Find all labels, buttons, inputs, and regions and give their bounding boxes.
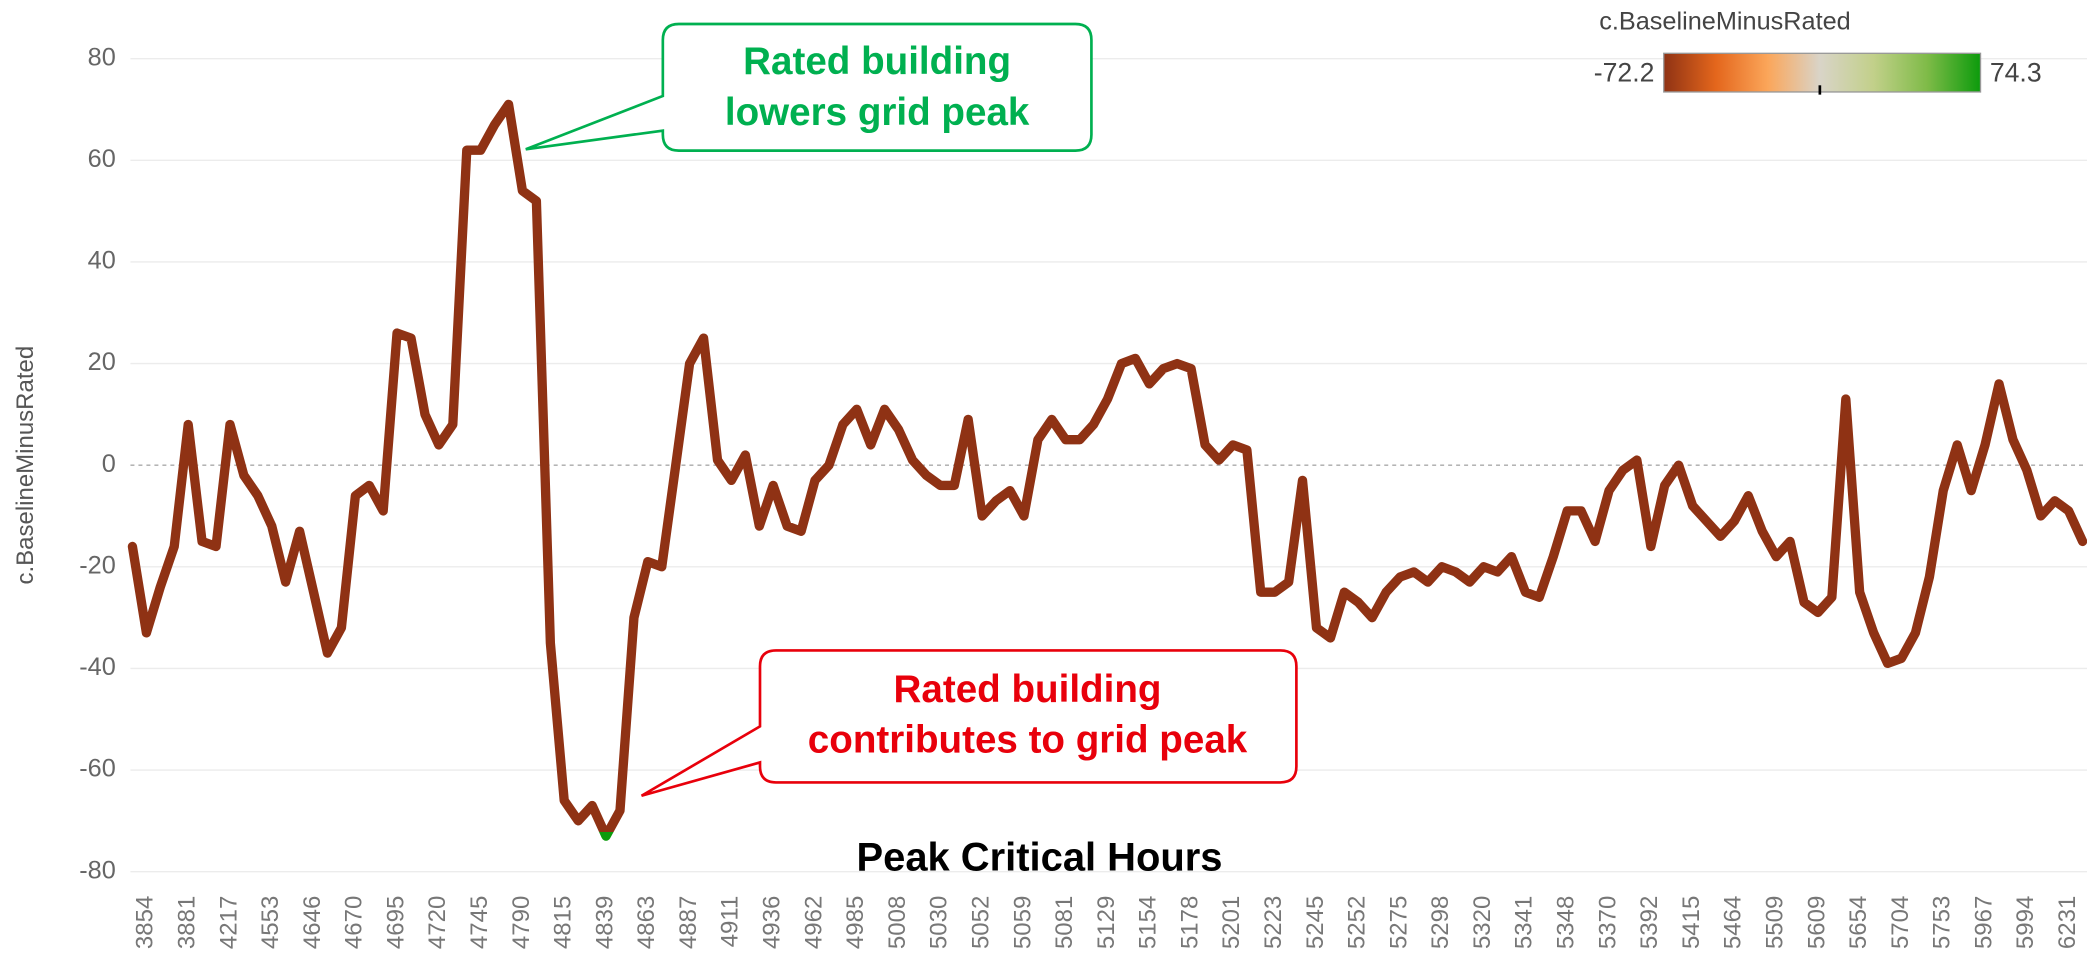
y-tick-label: 0: [102, 450, 116, 478]
x-tick-label: 5030: [926, 896, 953, 949]
x-tick-label: 6231: [2054, 896, 2081, 949]
x-tick-label: 4863: [633, 896, 660, 949]
x-tick-label: 4985: [842, 896, 869, 949]
x-tick-label: 5370: [1594, 896, 1621, 949]
annotation-text: Rated building: [894, 668, 1162, 711]
x-tick-label: 4962: [800, 896, 827, 949]
data-line: [127, 99, 2087, 841]
legend-min-label: -72.2: [1594, 58, 1655, 88]
y-tick-label: -40: [79, 653, 116, 681]
x-tick-label: 5298: [1427, 896, 1454, 949]
x-tick-label: 4720: [424, 896, 451, 949]
x-tick-label: 5509: [1761, 896, 1788, 949]
y-axis-label: c.BaselineMinusRated: [12, 346, 39, 585]
annotation-text: Rated building: [743, 40, 1011, 83]
x-tick-label: 4217: [215, 896, 242, 949]
y-tick-label: 80: [88, 43, 116, 71]
x-tick-label: 5129: [1093, 896, 1120, 949]
callout-box: [640, 649, 1298, 798]
x-tick-label: 4646: [299, 896, 326, 949]
x-tick-label: 5154: [1135, 896, 1162, 949]
x-tick-label: 5753: [1929, 896, 1956, 949]
x-tick-label: 5320: [1469, 896, 1496, 949]
y-tick-label: 40: [88, 247, 116, 275]
x-tick-label: 5008: [884, 896, 911, 949]
x-tick-label: 4911: [717, 896, 744, 948]
x-tick-label: 5201: [1218, 896, 1245, 949]
x-tick-label: 5178: [1176, 896, 1203, 949]
x-tick-label: 5245: [1302, 896, 1329, 949]
x-tick-label: 4790: [508, 896, 535, 949]
x-tick-label: 5704: [1887, 896, 1914, 949]
x-tick-label: 5464: [1720, 896, 1747, 949]
x-tick-label: 5994: [2012, 896, 2039, 949]
annotation-text: contributes to grid peak: [808, 719, 1248, 762]
x-tick-label: 5609: [1803, 896, 1830, 949]
annotation-text: lowers grid peak: [725, 91, 1030, 134]
x-tick-label: 5252: [1344, 896, 1371, 949]
x-tick-label: 3854: [132, 896, 159, 949]
x-tick-label: 5059: [1009, 896, 1036, 949]
callout-box: [525, 22, 1093, 152]
lines: [127, 99, 2087, 841]
x-tick-label: 5223: [1260, 896, 1287, 949]
y-tick-label: 20: [88, 348, 116, 376]
x-tick-label: 5967: [1970, 896, 1997, 949]
x-tick-label: 5081: [1051, 896, 1078, 949]
x-tick-label: 4839: [591, 896, 618, 949]
legend-max-label: 74.3: [1990, 58, 2042, 88]
x-tick-label: 5348: [1553, 896, 1580, 949]
x-axis-label: Peak Critical Hours: [857, 835, 1223, 879]
x-tick-label: 4815: [550, 896, 577, 949]
x-tick-label: 5654: [1845, 896, 1872, 949]
y-tick-label: -20: [79, 551, 116, 579]
x-tick-label: 4670: [341, 896, 368, 949]
legend-title: c.BaselineMinusRated: [1599, 7, 1851, 35]
x-tick-label: 5052: [967, 896, 994, 949]
x-tick-label: 4887: [675, 896, 702, 949]
x-tick-label: 4695: [382, 896, 409, 949]
y-tick-label: 60: [88, 145, 116, 173]
x-tick-label: 5275: [1385, 896, 1412, 949]
x-tick-label: 5415: [1678, 896, 1705, 949]
y-tick-label: -60: [79, 755, 116, 783]
x-tick-label: 3881: [173, 896, 200, 949]
x-tick-label: 4553: [257, 896, 284, 949]
y-tick-label: -80: [79, 856, 116, 884]
x-tick-label: 5392: [1636, 896, 1663, 949]
legend-color-bar: [1663, 52, 1982, 93]
x-tick-label: 5341: [1511, 896, 1538, 949]
x-tick-label: 4936: [759, 896, 786, 949]
x-tick-label: 4745: [466, 896, 493, 949]
